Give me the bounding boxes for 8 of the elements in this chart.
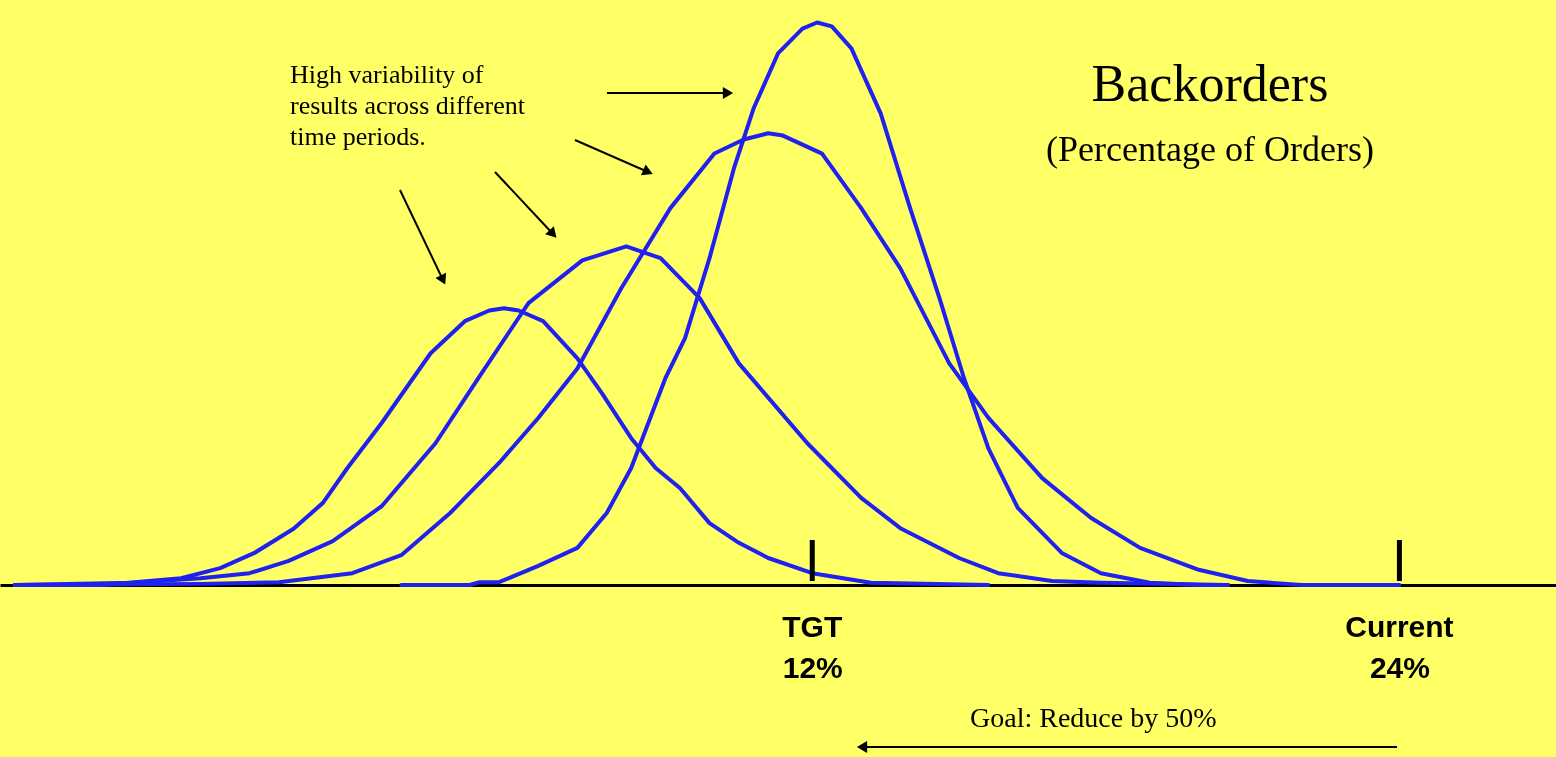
annotation: High variability of results across different time periods.: [290, 60, 526, 152]
text: Goal: Reduce by 50%: [970, 702, 1217, 733]
x-tick-label: 12%: [782, 650, 843, 684]
x-tick-label: 24%: [1369, 650, 1430, 684]
ref-line-label: Current: [1345, 610, 1454, 643]
text: Backorders: [1091, 55, 1329, 112]
ref-line-label: TGT: [782, 610, 843, 643]
text: (Percentage of Orders): [1046, 129, 1374, 169]
